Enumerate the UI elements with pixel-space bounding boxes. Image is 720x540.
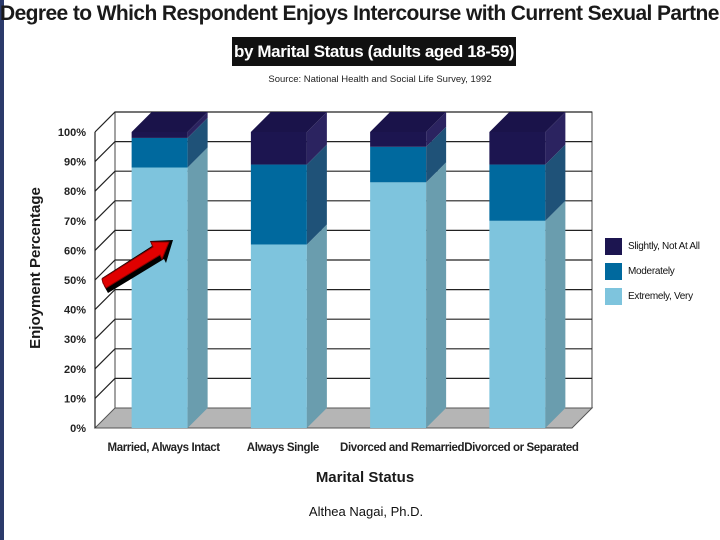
bar-top-face (250, 112, 327, 132)
bar-segment-side (306, 224, 327, 428)
y-axis-title: Enjoyment Percentage (27, 187, 44, 349)
bar-segment (131, 132, 188, 138)
y-tick-label: 80% (64, 186, 86, 198)
bar-top-face (489, 112, 566, 132)
legend-label: Extremely, Very (628, 291, 693, 302)
bar-segment (489, 164, 546, 221)
bar-segment-side (426, 162, 447, 428)
bar-segment (489, 132, 546, 165)
bar-segment-side (426, 126, 447, 183)
y-tick-label: 60% (64, 245, 86, 257)
bar-segment-side (545, 144, 566, 221)
bar-segment (250, 132, 307, 165)
grid-layer (93, 111, 594, 429)
legend-swatch (605, 238, 622, 255)
bar-top-face (370, 112, 447, 132)
labels-layer: 0% 10% 20% 30% 40% 50% 60% 70% 80% 90% 100% Married… (27, 127, 579, 486)
y-tick-label: 20% (64, 364, 86, 376)
bar-segment-side (187, 117, 208, 168)
bar-segment-side (306, 112, 327, 165)
bar-segment (370, 182, 427, 428)
chart-legend: Slightly, Not At All Moderately Extremely,… (605, 238, 715, 313)
bar-segment-side (187, 147, 208, 428)
bar-segment (250, 244, 307, 428)
legend-label: Moderately (628, 266, 675, 277)
legend-item: Extremely, Very (605, 288, 715, 305)
x-tick-label: Divorced and Remarried (340, 442, 465, 454)
y-tick-label: 100% (58, 127, 86, 139)
bar-segment (250, 164, 307, 245)
y-tick-label: 40% (64, 305, 86, 317)
red-arrow-icon (101, 240, 173, 293)
bars-layer (131, 112, 566, 428)
y-tick-label: 10% (64, 393, 86, 405)
bar-segment (131, 137, 188, 168)
y-tick-label: 30% (64, 334, 86, 346)
x-tick-label: Married, Always Intact (108, 442, 221, 454)
y-tick-label: 90% (64, 157, 86, 169)
bar-segment-side (306, 144, 327, 245)
legend-item: Moderately (605, 263, 715, 280)
legend-swatch (605, 288, 622, 305)
chart-source: Source: National Health and Social Life … (268, 74, 492, 85)
legend-swatch (605, 263, 622, 280)
author-credit: Althea Nagai, Ph.D. (308, 504, 424, 519)
x-axis-title: Marital Status (316, 469, 414, 486)
y-tick-label: 50% (64, 275, 86, 287)
bar-segment (489, 220, 546, 428)
bar-segment (131, 167, 188, 428)
bar-top-face (131, 112, 208, 132)
y-tick-label: 0% (70, 423, 86, 435)
y-tick-label: 70% (64, 216, 86, 228)
legend-item: Slightly, Not At All (605, 238, 715, 255)
bar-segment-side (426, 112, 447, 147)
legend-label: Slightly, Not At All (628, 241, 700, 252)
bar-segment (370, 132, 427, 147)
chart-title: Degree to Which Respondent Enjoys Interc… (0, 2, 720, 25)
bar-segment-side (187, 112, 208, 138)
chart-subtitle: by Marital Status (adults aged 18-59) (232, 37, 516, 66)
x-tick-label: Divorced or Separated (464, 442, 579, 454)
bar-segment (370, 146, 427, 183)
bar-segment-side (545, 112, 566, 165)
x-tick-label: Always Single (247, 442, 319, 454)
left-edge-rule (0, 0, 4, 540)
bar-segment-side (545, 200, 566, 428)
